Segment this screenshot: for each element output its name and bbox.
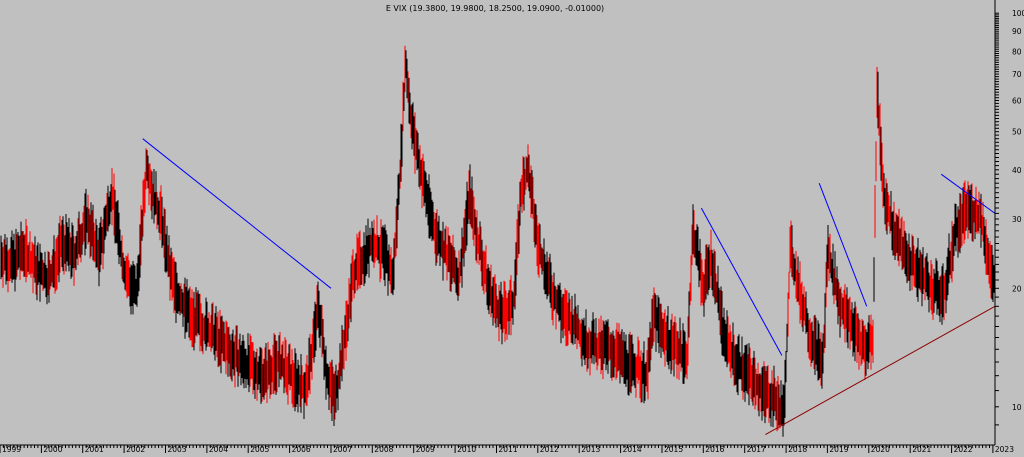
y-tick-label: 50 — [1012, 128, 1022, 137]
x-tick-label: 2004 — [209, 445, 228, 453]
x-tick-label: 2013 — [581, 445, 600, 453]
y-tick-label: 80 — [1012, 47, 1022, 56]
trendline — [818, 183, 868, 307]
x-tick-label: 2020 — [871, 445, 890, 453]
x-tick-label: 2021 — [912, 445, 931, 453]
trendline-layer — [142, 138, 996, 436]
x-tick-label: 2000 — [43, 445, 62, 453]
x-tick-label: 2006 — [292, 445, 311, 453]
y-tick-label: 90 — [1012, 27, 1022, 36]
x-tick-label: 2022 — [954, 445, 973, 453]
x-tick-label: 2014 — [623, 445, 642, 453]
x-tick-label: 2011 — [499, 445, 518, 453]
x-tick-label: 2007 — [333, 445, 352, 453]
x-axis: 1999 2000 2001 2002 2003 2004 2005 2006 2007 2008… — [0, 444, 1014, 454]
trendline — [700, 207, 783, 356]
x-tick-label: 2023 — [995, 445, 1014, 453]
x-tick-label: 2018 — [788, 445, 807, 453]
x-tick-label: 2015 — [664, 445, 683, 453]
x-tick-label: 2005 — [250, 445, 269, 453]
y-tick-label: 10 — [1012, 403, 1022, 412]
x-tick-label: 2009 — [416, 445, 435, 453]
y-tick-label: 40 — [1012, 166, 1022, 175]
x-tick-label: 2012 — [540, 445, 559, 453]
x-tick-label: 1999 — [2, 445, 21, 453]
x-tick-label: 2001 — [85, 445, 104, 453]
x-tick-label: 2002 — [126, 445, 145, 453]
y-tick-label: 70 — [1012, 70, 1022, 79]
x-tick-label: 2019 — [829, 445, 848, 453]
x-tick-label: 2010 — [457, 445, 476, 453]
trendline — [940, 173, 996, 214]
y-tick-label: 20 — [1012, 284, 1022, 293]
y-axis: 10 20 30 40 50 60 70 80 90 100 — [994, 0, 1024, 445]
x-tick-label: 2017 — [747, 445, 766, 453]
trendline — [142, 138, 332, 289]
y-tick-label: 60 — [1012, 97, 1022, 106]
chart-title: E VIX (19.3800, 19.9800, 18.2500, 19.090… — [386, 4, 604, 13]
x-tick-label: 2016 — [705, 445, 724, 453]
y-tick-label: 30 — [1012, 215, 1022, 224]
x-tick-label: 2003 — [168, 445, 187, 453]
y-tick-label: 100 — [1012, 9, 1024, 18]
x-tick-label: 2008 — [374, 445, 393, 453]
trendline — [765, 305, 996, 436]
price-layer — [0, 45, 995, 437]
